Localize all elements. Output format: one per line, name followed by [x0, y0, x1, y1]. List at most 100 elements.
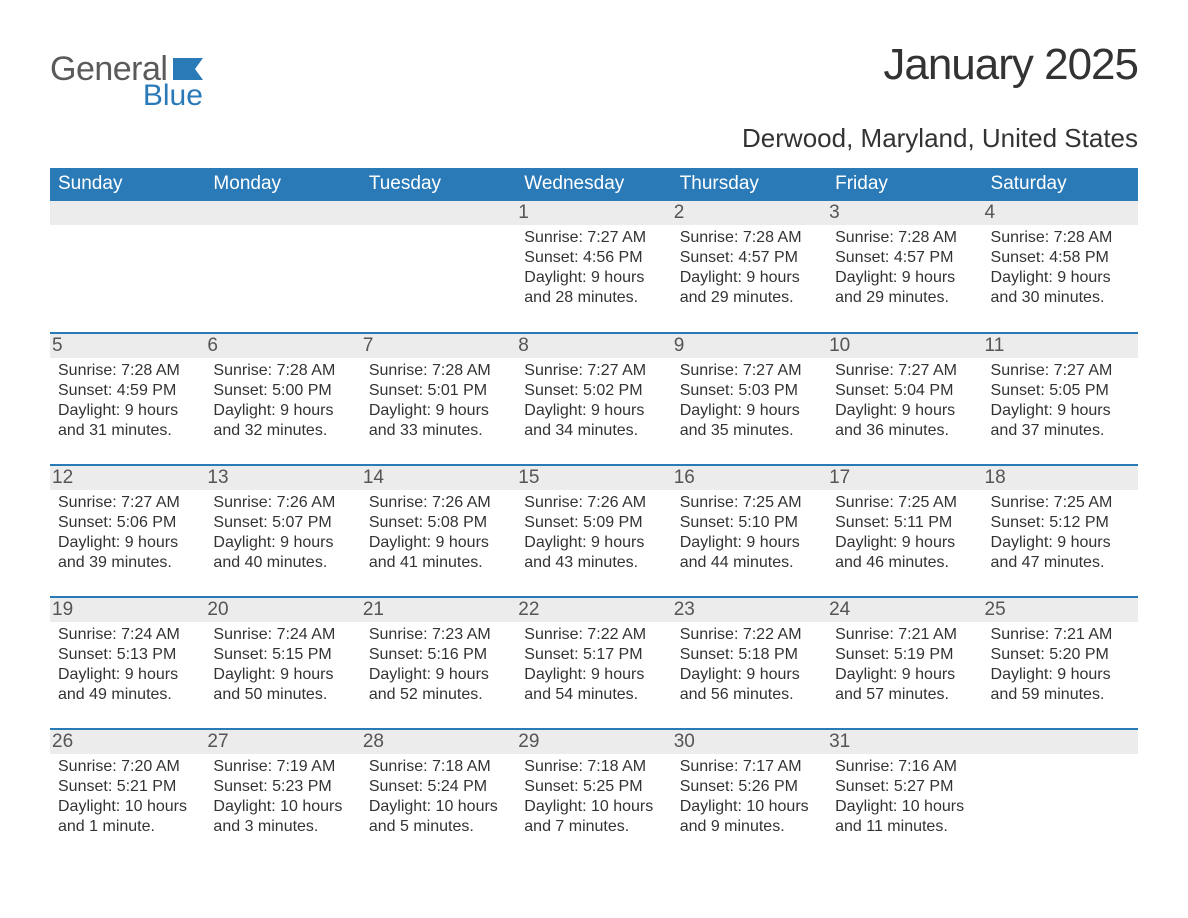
sunset-text: Sunset: 5:18 PM [680, 645, 819, 665]
daylight-text: Daylight: 9 hours and 34 minutes. [524, 401, 663, 441]
sunset-text: Sunset: 5:09 PM [524, 513, 663, 533]
day-number: . [205, 201, 360, 225]
daylight-text: Daylight: 9 hours and 49 minutes. [58, 665, 197, 705]
daylight-text: Daylight: 10 hours and 5 minutes. [369, 797, 508, 837]
calendar-day-cell: 5Sunrise: 7:28 AMSunset: 4:59 PMDaylight… [50, 333, 205, 465]
sunrise-text: Sunrise: 7:27 AM [680, 361, 819, 381]
sunset-text: Sunset: 5:05 PM [991, 381, 1130, 401]
day-info: Sunrise: 7:28 AMSunset: 4:57 PMDaylight:… [835, 228, 974, 308]
day-number: 9 [672, 334, 827, 358]
calendar-day-cell: 25Sunrise: 7:21 AMSunset: 5:20 PMDayligh… [983, 597, 1138, 729]
sunset-text: Sunset: 5:24 PM [369, 777, 508, 797]
weekday-header: Tuesday [361, 168, 516, 201]
day-info: Sunrise: 7:18 AMSunset: 5:24 PMDaylight:… [369, 757, 508, 837]
day-number: 26 [50, 730, 205, 754]
calendar-day-cell: 23Sunrise: 7:22 AMSunset: 5:18 PMDayligh… [672, 597, 827, 729]
sunrise-text: Sunrise: 7:22 AM [680, 625, 819, 645]
calendar-day-cell: 11Sunrise: 7:27 AMSunset: 5:05 PMDayligh… [983, 333, 1138, 465]
calendar-day-cell: 19Sunrise: 7:24 AMSunset: 5:13 PMDayligh… [50, 597, 205, 729]
day-number: 1 [516, 201, 671, 225]
sunset-text: Sunset: 5:21 PM [58, 777, 197, 797]
day-info: Sunrise: 7:26 AMSunset: 5:07 PMDaylight:… [213, 493, 352, 573]
calendar-day-cell: . [361, 201, 516, 333]
sunset-text: Sunset: 5:25 PM [524, 777, 663, 797]
daylight-text: Daylight: 10 hours and 3 minutes. [213, 797, 352, 837]
daylight-text: Daylight: 9 hours and 56 minutes. [680, 665, 819, 705]
day-info: Sunrise: 7:28 AMSunset: 5:01 PMDaylight:… [369, 361, 508, 441]
sunset-text: Sunset: 5:10 PM [680, 513, 819, 533]
sunset-text: Sunset: 4:57 PM [680, 248, 819, 268]
day-info: Sunrise: 7:25 AMSunset: 5:12 PMDaylight:… [991, 493, 1130, 573]
daylight-text: Daylight: 9 hours and 37 minutes. [991, 401, 1130, 441]
day-info: Sunrise: 7:27 AMSunset: 5:04 PMDaylight:… [835, 361, 974, 441]
sunrise-text: Sunrise: 7:26 AM [369, 493, 508, 513]
day-number: 22 [516, 598, 671, 622]
sunrise-text: Sunrise: 7:28 AM [835, 228, 974, 248]
daylight-text: Daylight: 9 hours and 32 minutes. [213, 401, 352, 441]
calendar-week-row: 26 Sunrise: 7:20 AMSunset: 5:21 PMDayligh… [50, 729, 1138, 861]
weekday-header: Sunday [50, 168, 205, 201]
calendar-day-cell: 9Sunrise: 7:27 AMSunset: 5:03 PMDaylight… [672, 333, 827, 465]
day-number: 10 [827, 334, 982, 358]
sunrise-text: Sunrise: 7:28 AM [58, 361, 197, 381]
day-number: 17 [827, 466, 982, 490]
calendar-day-cell: 22 Sunrise: 7:22 AMSunset: 5:17 PMDayligh… [516, 597, 671, 729]
daylight-text: Daylight: 9 hours and 54 minutes. [524, 665, 663, 705]
daylight-text: Daylight: 9 hours and 44 minutes. [680, 533, 819, 573]
day-info: Sunrise: 7:22 AMSunset: 5:17 PMDaylight:… [524, 625, 663, 705]
sunrise-text: Sunrise: 7:16 AM [835, 757, 974, 777]
day-number: 11 [983, 334, 1138, 358]
sunset-text: Sunset: 4:59 PM [58, 381, 197, 401]
weekday-header: Friday [827, 168, 982, 201]
day-number: 12 [50, 466, 205, 490]
day-number: 18 [983, 466, 1138, 490]
sunset-text: Sunset: 5:15 PM [213, 645, 352, 665]
day-number: 20 [205, 598, 360, 622]
day-number: 24 [827, 598, 982, 622]
sunset-text: Sunset: 4:57 PM [835, 248, 974, 268]
sunset-text: Sunset: 5:13 PM [58, 645, 197, 665]
calendar-day-cell: 31Sunrise: 7:16 AMSunset: 5:27 PMDayligh… [827, 729, 982, 861]
day-number: 7 [361, 334, 516, 358]
daylight-text: Daylight: 9 hours and 30 minutes. [991, 268, 1130, 308]
day-info: Sunrise: 7:20 AMSunset: 5:21 PMDaylight:… [58, 757, 197, 837]
day-number: 5 [50, 334, 205, 358]
sunrise-text: Sunrise: 7:27 AM [524, 361, 663, 381]
calendar-day-cell: 2Sunrise: 7:28 AMSunset: 4:57 PMDaylight… [672, 201, 827, 333]
day-info: Sunrise: 7:24 AMSunset: 5:15 PMDaylight:… [213, 625, 352, 705]
day-info: Sunrise: 7:27 AMSunset: 5:06 PMDaylight:… [58, 493, 197, 573]
sunset-text: Sunset: 5:04 PM [835, 381, 974, 401]
sunset-text: Sunset: 5:01 PM [369, 381, 508, 401]
sunrise-text: Sunrise: 7:19 AM [213, 757, 352, 777]
day-number: . [361, 201, 516, 225]
calendar-day-cell: 30Sunrise: 7:17 AMSunset: 5:26 PMDayligh… [672, 729, 827, 861]
day-number: 13 [205, 466, 360, 490]
location: Derwood, Maryland, United States [50, 123, 1138, 154]
day-info: Sunrise: 7:18 AMSunset: 5:25 PMDaylight:… [524, 757, 663, 837]
sunset-text: Sunset: 5:23 PM [213, 777, 352, 797]
sunrise-text: Sunrise: 7:21 AM [991, 625, 1130, 645]
sunrise-text: Sunrise: 7:27 AM [835, 361, 974, 381]
daylight-text: Daylight: 10 hours and 7 minutes. [524, 797, 663, 837]
day-info: Sunrise: 7:25 AMSunset: 5:10 PMDaylight:… [680, 493, 819, 573]
sunset-text: Sunset: 5:11 PM [835, 513, 974, 533]
day-info: Sunrise: 7:25 AMSunset: 5:11 PMDaylight:… [835, 493, 974, 573]
day-number: 4 [983, 201, 1138, 225]
calendar-day-cell: 10 Sunrise: 7:27 AMSunset: 5:04 PMDayligh… [827, 333, 982, 465]
daylight-text: Daylight: 9 hours and 35 minutes. [680, 401, 819, 441]
sunrise-text: Sunrise: 7:25 AM [991, 493, 1130, 513]
calendar-day-cell: 8Sunrise: 7:27 AMSunset: 5:02 PMDaylight… [516, 333, 671, 465]
calendar-day-cell: 17 Sunrise: 7:25 AMSunset: 5:11 PMDayligh… [827, 465, 982, 597]
day-info: Sunrise: 7:23 AMSunset: 5:16 PMDaylight:… [369, 625, 508, 705]
calendar-day-cell: 24Sunrise: 7:21 AMSunset: 5:19 PMDayligh… [827, 597, 982, 729]
day-number: 6 [205, 334, 360, 358]
calendar-week-row: 12 Sunrise: 7:27 AMSunset: 5:06 PMDayligh… [50, 465, 1138, 597]
day-info: Sunrise: 7:28 AMSunset: 4:58 PMDaylight:… [991, 228, 1130, 308]
day-info: Sunrise: 7:28 AMSunset: 5:00 PMDaylight:… [213, 361, 352, 441]
calendar-day-cell: . [983, 729, 1138, 861]
sunset-text: Sunset: 5:19 PM [835, 645, 974, 665]
day-info: Sunrise: 7:24 AMSunset: 5:13 PMDaylight:… [58, 625, 197, 705]
day-number: 8 [516, 334, 671, 358]
sunrise-text: Sunrise: 7:25 AM [835, 493, 974, 513]
sunrise-text: Sunrise: 7:24 AM [58, 625, 197, 645]
